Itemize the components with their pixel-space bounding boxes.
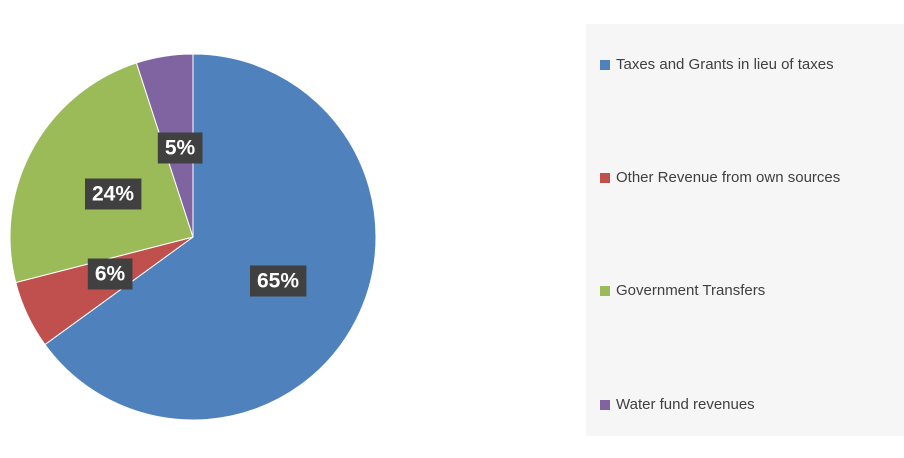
data-label-box-water-fund (157, 132, 203, 164)
legend-item-water-fund: Water fund revenues (600, 396, 755, 413)
data-label-box-other-revenue (87, 258, 133, 290)
pie-slice-taxes (44, 53, 377, 421)
legend-item-government-transfers: Government Transfers (600, 282, 765, 299)
chart-legend: Taxes and Grants in lieu of taxes Other … (586, 24, 904, 436)
data-label-taxes: 65% (250, 265, 307, 297)
data-label-other-revenue: 6% (87, 258, 133, 290)
data-label-text-taxes: 65% (257, 270, 299, 293)
data-label-text-water-fund: 5% (165, 137, 196, 160)
data-label-box-government-transfers (85, 178, 142, 210)
data-label-government-transfers: 24% (85, 178, 142, 210)
data-label-text-government-transfers: 24% (92, 183, 134, 206)
pie-slice-government-transfers (9, 62, 194, 284)
data-label-water-fund: 5% (157, 132, 203, 164)
legend-label-government-transfers: Government Transfers (616, 282, 766, 299)
legend-label-water-fund: Water fund revenues (616, 396, 755, 413)
legend-swatch-taxes (600, 59, 610, 70)
legend-item-taxes: Taxes and Grants in lieu of taxes (600, 56, 834, 73)
legend-swatch-water-fund (600, 399, 610, 410)
data-label-box-taxes (250, 265, 307, 297)
legend-swatch-other-revenue (600, 172, 610, 183)
pie-chart: 65% 6% 24% 5% (9, 53, 377, 421)
data-label-text-other-revenue: 6% (95, 263, 126, 286)
legend-label-taxes: Taxes and Grants in lieu of taxes (616, 56, 834, 73)
legend-label-other-revenue: Other Revenue from own sources (616, 169, 841, 186)
legend-swatch-government-transfers (600, 285, 610, 296)
legend-item-other-revenue: Other Revenue from own sources (600, 169, 840, 186)
